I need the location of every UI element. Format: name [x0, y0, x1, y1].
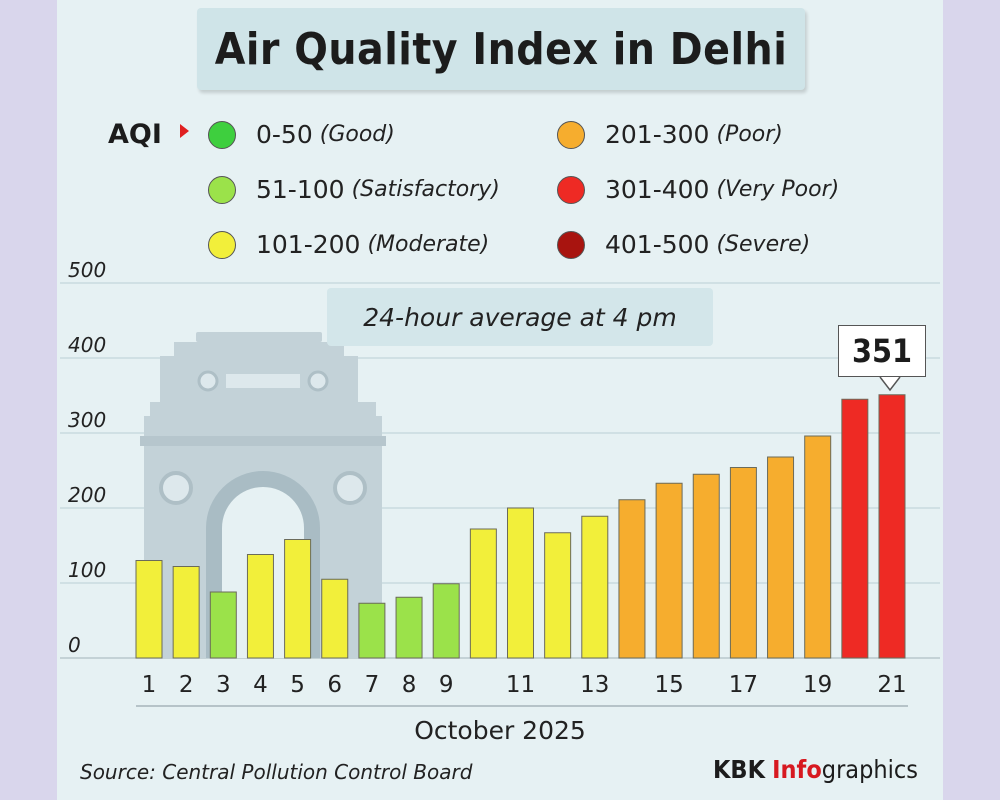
- bar-oct-17: [729, 467, 757, 659]
- legend-heading: AQI: [108, 119, 162, 150]
- legend-range: 101-200: [256, 230, 361, 259]
- y-tick-label: 400: [68, 333, 106, 357]
- callout-pointer: [879, 376, 901, 392]
- legend-label: (Very Poor): [716, 177, 840, 202]
- source-note: Source: Central Pollution Control Board: [80, 760, 473, 784]
- legend-label: (Satisfactory): [351, 177, 500, 202]
- x-tick-label: 9: [439, 672, 454, 698]
- legend-label: (Moderate): [367, 232, 490, 257]
- x-tick-label: 11: [506, 672, 535, 698]
- x-tick-label: 21: [877, 672, 906, 698]
- y-tick-label: 300: [68, 408, 106, 432]
- gate-dome-mid: [174, 342, 344, 356]
- legend-range: 401-500: [605, 230, 710, 259]
- legend-swatch: [557, 120, 585, 149]
- legend-item-severe: 401-500 (Severe): [557, 230, 810, 259]
- y-tick-label: 0: [68, 633, 81, 657]
- legend-item-good: 0-50 (Good): [208, 120, 395, 149]
- x-tick-label: 2: [179, 672, 194, 698]
- legend-swatch: [208, 230, 236, 259]
- bar-oct-9: [432, 583, 460, 659]
- y-tick-label: 500: [68, 258, 106, 282]
- credit-brand: KBK: [713, 755, 766, 784]
- bar-oct-6: [321, 578, 349, 659]
- bar-oct-10: [469, 528, 497, 659]
- bar-oct-5: [284, 539, 312, 659]
- x-tick-label: 4: [253, 672, 268, 698]
- gate-inscription-panel: [226, 374, 300, 388]
- x-tick-label: 5: [290, 672, 305, 698]
- publisher-credit: KBK Infographics: [713, 755, 918, 784]
- latest-value-callout: 351: [838, 325, 926, 377]
- legend-item-moderate: 101-200 (Moderate): [208, 230, 489, 259]
- title-banner: Air Quality Index in Delhi: [197, 8, 805, 90]
- legend-label: (Severe): [716, 232, 811, 257]
- bar-oct-16: [692, 473, 720, 659]
- chart-title: Air Quality Index in Delhi: [214, 23, 788, 75]
- x-tick-label: 7: [365, 672, 380, 698]
- y-axis-ticks: 0 100 200 300 400 500: [68, 258, 106, 657]
- legend-item-very-poor: 301-400 (Very Poor): [557, 175, 839, 204]
- subtitle-banner: 24-hour average at 4 pm: [327, 288, 713, 346]
- bar-oct-13: [581, 515, 609, 659]
- bar-oct-18: [767, 456, 795, 659]
- gate-medallion-left: [159, 471, 193, 505]
- gate-medallion-top-left: [197, 370, 219, 392]
- credit-info: Info: [772, 755, 822, 784]
- x-tick-label: 8: [402, 672, 417, 698]
- chart-subtitle: 24-hour average at 4 pm: [363, 302, 677, 332]
- y-tick-label: 200: [68, 483, 106, 507]
- bar-oct-11: [507, 507, 534, 659]
- x-tick-label: 19: [803, 672, 832, 698]
- x-tick-label: 15: [654, 672, 683, 698]
- gate-band: [140, 436, 386, 446]
- gate-medallion-right: [333, 471, 367, 505]
- bar-oct-14: [618, 499, 646, 659]
- legend-range: 51-100: [256, 175, 345, 204]
- legend-swatch: [557, 230, 585, 259]
- gate-dome-top: [196, 332, 322, 342]
- legend-item-poor: 201-300 (Poor): [557, 120, 783, 149]
- bars: [135, 394, 906, 659]
- x-tick-label: 17: [729, 672, 758, 698]
- bar-oct-7: [358, 602, 386, 659]
- legend-swatch: [557, 175, 585, 204]
- x-axis-label: October 2025: [414, 716, 586, 745]
- legend-label: (Good): [319, 122, 395, 147]
- legend-swatch: [208, 175, 236, 204]
- gate-cornice: [150, 402, 376, 416]
- legend-item-satisfactory: 51-100 (Satisfactory): [208, 175, 500, 204]
- legend-label: (Poor): [716, 122, 783, 147]
- bar-oct-3: [209, 591, 237, 659]
- x-tick-label: 3: [216, 672, 231, 698]
- bar-oct-8: [395, 596, 423, 659]
- x-tick-label: 13: [580, 672, 609, 698]
- legend-range: 201-300: [605, 120, 710, 149]
- x-tick-label: 1: [142, 672, 157, 698]
- bar-oct-2: [172, 566, 200, 659]
- gate-medallion-top-right: [307, 370, 329, 392]
- x-axis-ticks: 1 2 3 4 5 6 7 8 9 11 13 15 17 19 21: [142, 672, 907, 698]
- bar-oct-21: [878, 394, 906, 659]
- bar-oct-1: [135, 560, 163, 659]
- bar-oct-15: [655, 482, 683, 659]
- y-tick-label: 100: [68, 558, 106, 582]
- legend-arrow-icon: [180, 124, 189, 138]
- legend-swatch: [208, 120, 236, 149]
- bar-oct-19: [804, 435, 832, 659]
- credit-graphics: graphics: [821, 755, 918, 784]
- legend-range: 0-50: [256, 120, 313, 149]
- bar-oct-4: [246, 554, 274, 659]
- x-tick-label: 6: [327, 672, 342, 698]
- legend-range: 301-400: [605, 175, 710, 204]
- bar-oct-20: [841, 398, 869, 659]
- bar-oct-12: [544, 532, 572, 659]
